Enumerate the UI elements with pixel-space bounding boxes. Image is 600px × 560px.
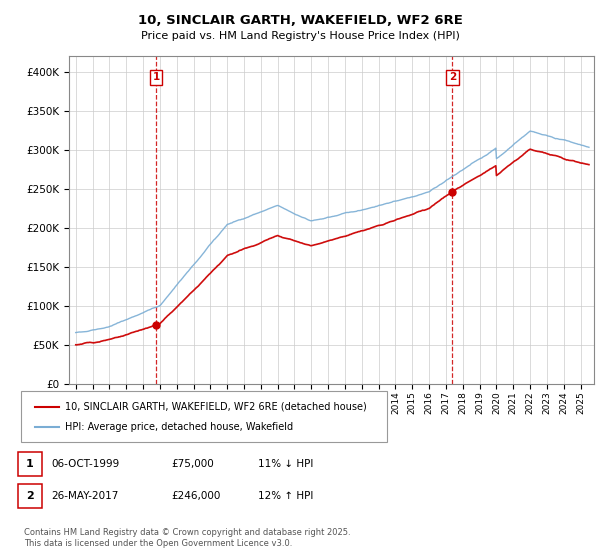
Text: Price paid vs. HM Land Registry's House Price Index (HPI): Price paid vs. HM Land Registry's House … xyxy=(140,31,460,41)
Text: 11% ↓ HPI: 11% ↓ HPI xyxy=(258,459,313,469)
Text: 1: 1 xyxy=(152,72,160,82)
Text: 26-MAY-2017: 26-MAY-2017 xyxy=(51,491,118,501)
Text: 10, SINCLAIR GARTH, WAKEFIELD, WF2 6RE (detached house): 10, SINCLAIR GARTH, WAKEFIELD, WF2 6RE (… xyxy=(65,402,367,412)
Text: 2: 2 xyxy=(26,491,34,501)
Text: 06-OCT-1999: 06-OCT-1999 xyxy=(51,459,119,469)
Text: 10, SINCLAIR GARTH, WAKEFIELD, WF2 6RE: 10, SINCLAIR GARTH, WAKEFIELD, WF2 6RE xyxy=(137,14,463,27)
Text: £246,000: £246,000 xyxy=(171,491,220,501)
Text: This data is licensed under the Open Government Licence v3.0.: This data is licensed under the Open Gov… xyxy=(24,539,292,548)
Text: 2: 2 xyxy=(449,72,456,82)
Text: 1: 1 xyxy=(26,459,34,469)
Text: HPI: Average price, detached house, Wakefield: HPI: Average price, detached house, Wake… xyxy=(65,422,293,432)
Text: £75,000: £75,000 xyxy=(171,459,214,469)
Text: 12% ↑ HPI: 12% ↑ HPI xyxy=(258,491,313,501)
Text: Contains HM Land Registry data © Crown copyright and database right 2025.: Contains HM Land Registry data © Crown c… xyxy=(24,528,350,536)
